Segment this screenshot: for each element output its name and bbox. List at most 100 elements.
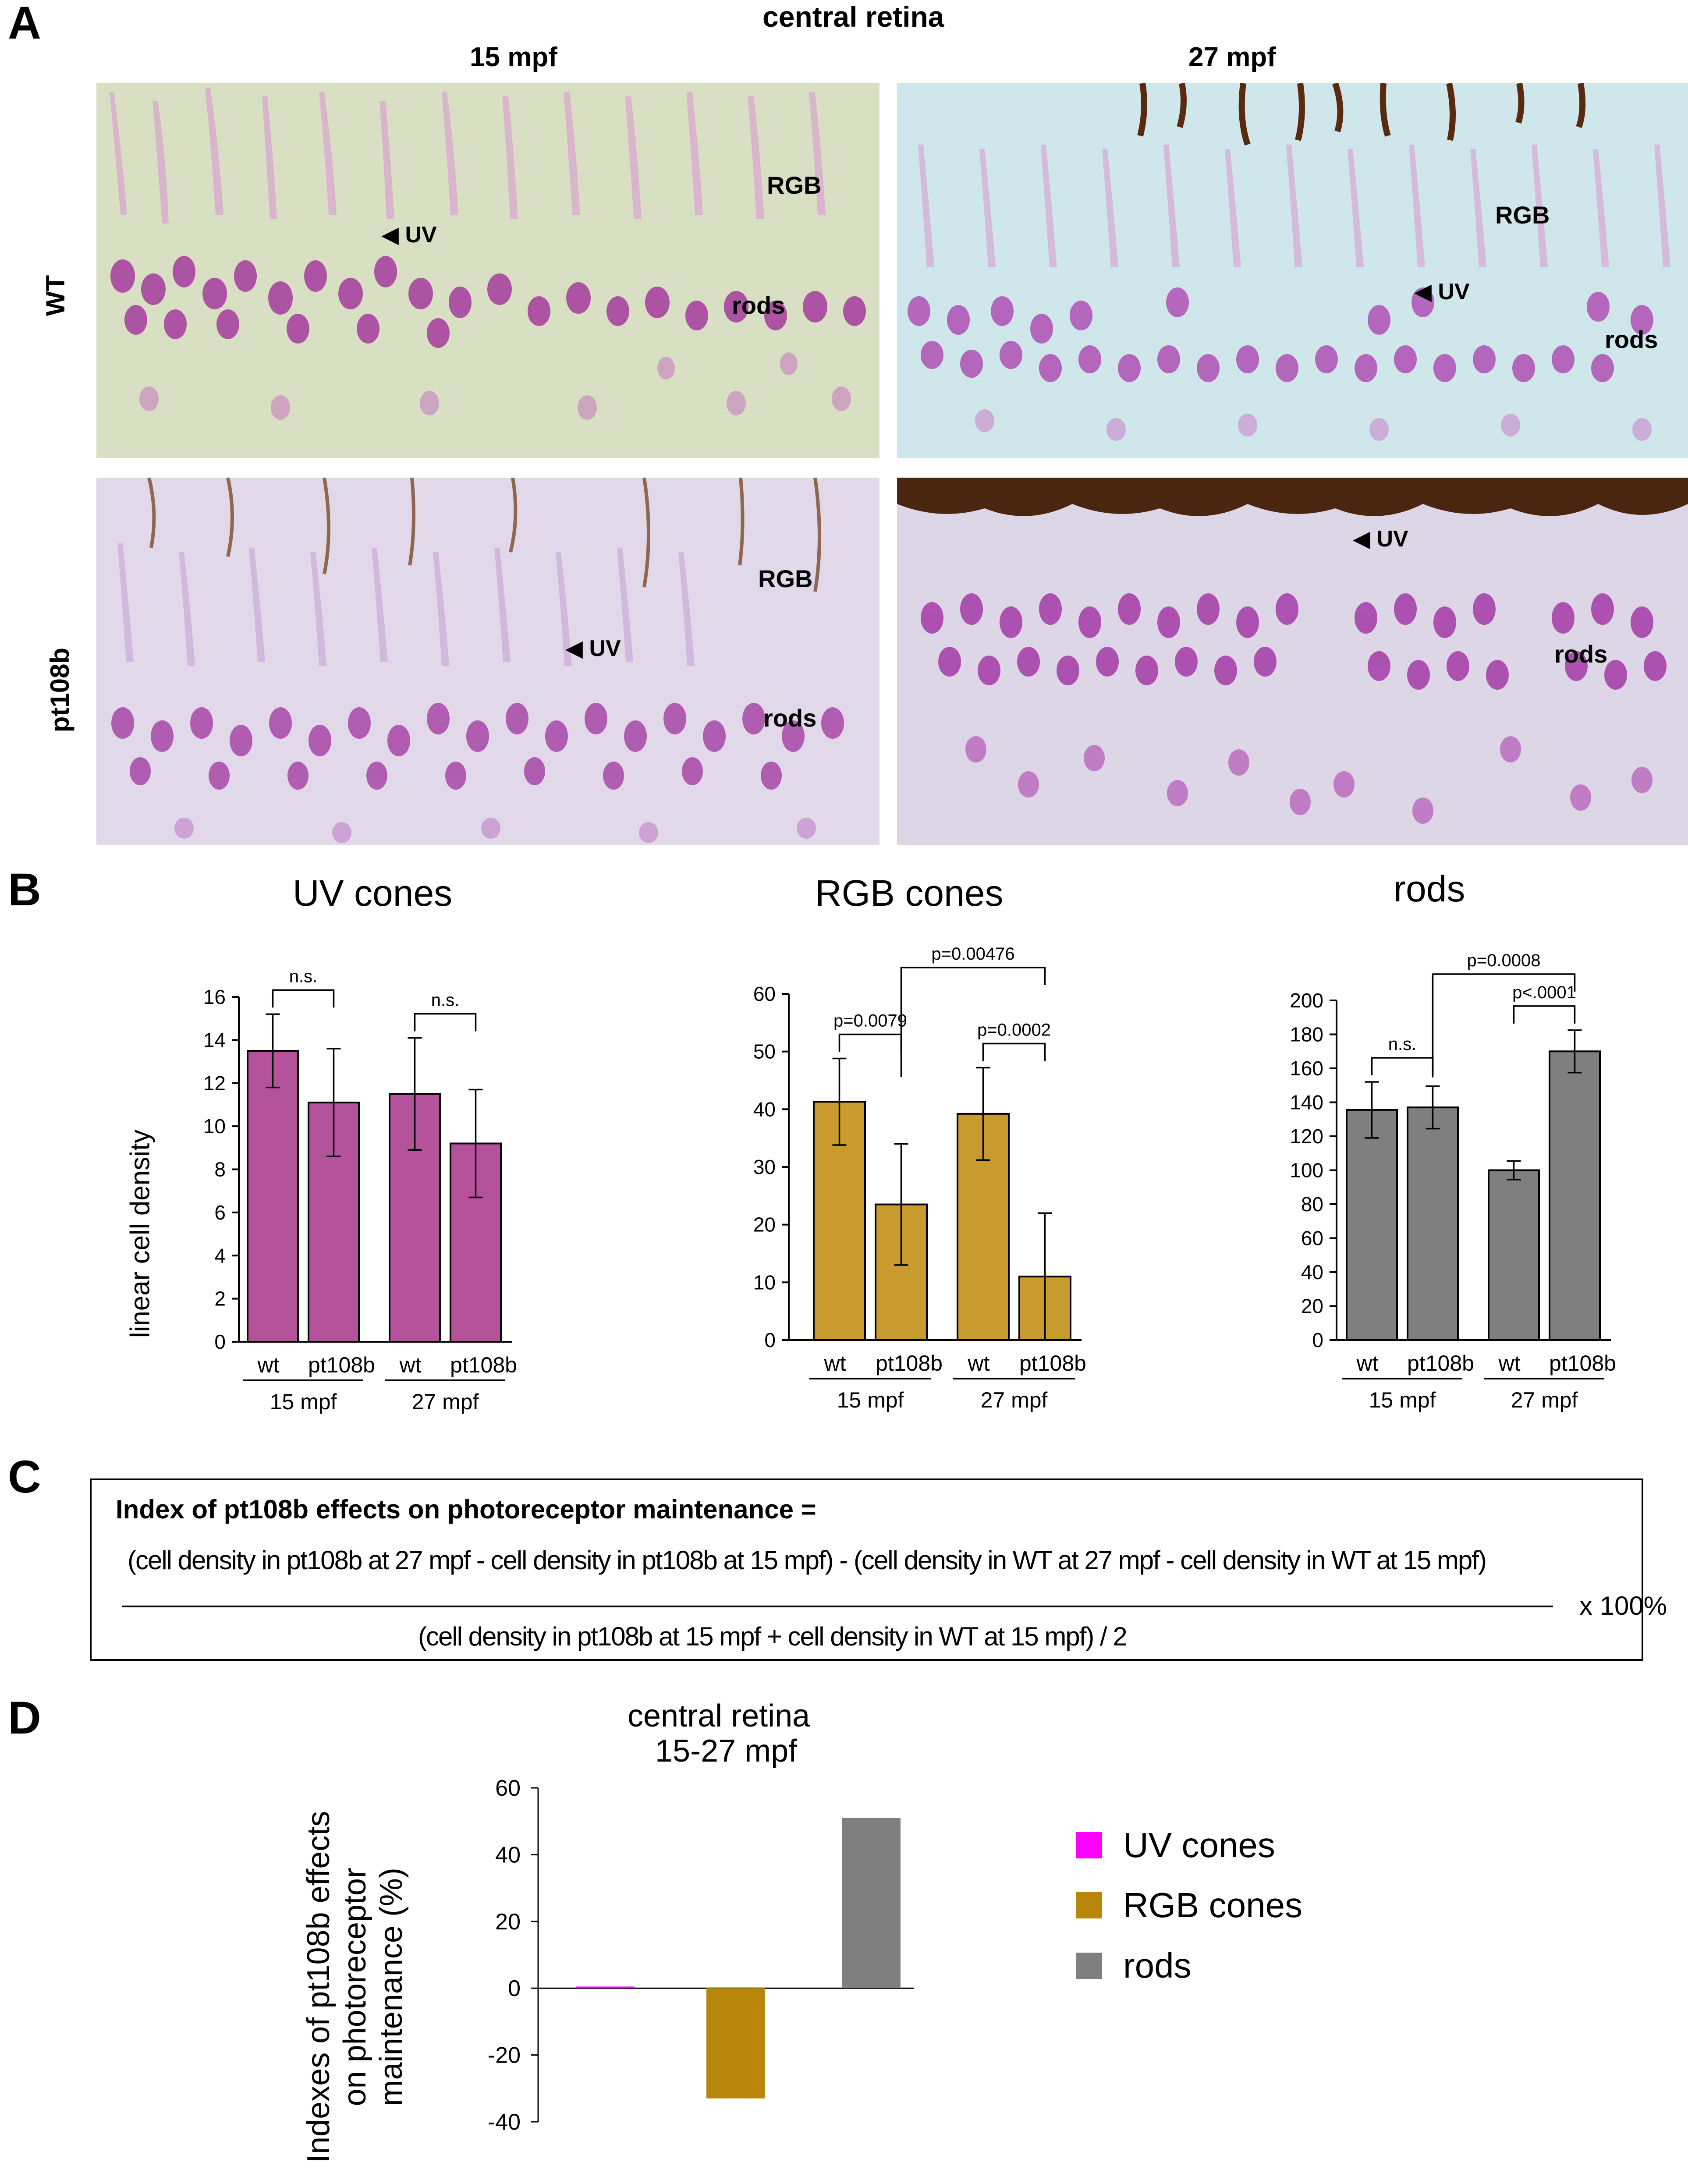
uv-text: UV: [405, 222, 437, 248]
y-tick-label: -20: [488, 2043, 521, 2068]
label-uv: ◀ UV: [1414, 279, 1470, 305]
y-tick-label: 6: [214, 1201, 226, 1224]
label-uv: ◀ UV: [381, 222, 437, 248]
y-tick-label: 20: [1301, 1295, 1323, 1318]
x-tick-label: pt108b: [1549, 1351, 1616, 1376]
panel-d-letter: D: [8, 1692, 41, 1744]
panel-c-letter: C: [8, 1451, 41, 1503]
histology-wt-15mpf: RGB ◀ UV rods: [96, 83, 879, 458]
x-tick-label: pt108b: [1407, 1351, 1474, 1376]
bar: [1549, 1050, 1601, 1341]
legend-swatch-rgb: [1076, 1892, 1102, 1918]
pigment-layer: [897, 478, 1688, 516]
legend-item-rods: rods: [1076, 1946, 1192, 1986]
group-label: 27 mpf: [412, 1390, 479, 1414]
photoreceptor-nuclei: [921, 593, 1667, 690]
chart-uv-title: UV cones: [293, 872, 453, 914]
y-tick-label: 50: [753, 1040, 776, 1063]
formula-numerator: (cell density in pt108b at 27 mpf - cell…: [128, 1546, 1487, 1575]
y-tick-label: 60: [753, 982, 776, 1005]
x-tick-label: wt: [1498, 1351, 1521, 1376]
label-rods: rods: [763, 704, 817, 732]
x-tick-label: pt108b: [1019, 1351, 1086, 1376]
inner-nuclei: [139, 352, 851, 420]
y-tick-label: 8: [214, 1158, 226, 1181]
label-rods: rods: [1554, 640, 1608, 668]
inner-nuclei: [174, 818, 816, 843]
col-label-27mpf: 27 mpf: [1188, 42, 1276, 72]
y-tick-label: 10: [203, 1115, 226, 1138]
x-tick-label: wt: [399, 1353, 422, 1377]
legend-label-rgb: RGB cones: [1123, 1886, 1303, 1925]
y-tick-label: 100: [1290, 1159, 1323, 1182]
x-tick-label: pt108b: [450, 1353, 517, 1377]
y-tick-label: 0: [214, 1330, 226, 1353]
x-tick-label: pt108b: [876, 1351, 943, 1376]
chart-rods-title: rods: [1394, 868, 1465, 909]
y-tick-label: 120: [1290, 1125, 1323, 1148]
y-tick-label: 0: [508, 1976, 521, 2001]
legend-item-rgb-cones: RGB cones: [1076, 1885, 1302, 1925]
group-label: 27 mpf: [1511, 1388, 1578, 1412]
group-label: 15 mpf: [1369, 1388, 1436, 1412]
legend-item-uv-cones: UV cones: [1076, 1825, 1275, 1865]
photoreceptor-nuclei: [110, 256, 866, 348]
y-tick-label: 40: [753, 1098, 776, 1120]
cone-outer-segments: [918, 145, 1670, 267]
inner-nuclei: [975, 409, 1652, 441]
pigment-processes: [147, 478, 821, 592]
bar: [1407, 1106, 1459, 1341]
photoreceptor-nuclei: [111, 703, 844, 790]
histology-wt-27mpf: RGB ◀ UV rods: [897, 83, 1688, 458]
uv-text: UV: [1438, 279, 1470, 305]
chart-rgb-title: RGB cones: [815, 872, 1004, 914]
panel-a-header: central retina: [762, 0, 944, 33]
y-tick-label: 4: [214, 1244, 226, 1267]
label-rods: rods: [732, 291, 785, 319]
y-tick-label: 14: [203, 1028, 226, 1051]
x-tick-label: pt108b: [308, 1353, 375, 1377]
y-tick-label: 60: [495, 1776, 521, 1801]
bar: [706, 1988, 765, 2099]
significance-bracket: [982, 1042, 1046, 1061]
significance-label: n.s.: [289, 967, 317, 986]
group-label: 15 mpf: [837, 1388, 904, 1412]
y-tick-label: 0: [764, 1329, 776, 1351]
inner-nuclei: [965, 736, 1653, 824]
x-tick-label: wt: [968, 1351, 990, 1376]
y-tick-label: 16: [203, 986, 226, 1008]
significance-bracket: [1432, 973, 1576, 1078]
x-tick-label: wt: [824, 1351, 846, 1376]
significance-label: p=0.00476: [931, 944, 1014, 964]
group-label: 27 mpf: [981, 1388, 1048, 1412]
pigment-processes: [1137, 83, 1586, 146]
y-tick-label: 200: [1290, 989, 1323, 1012]
significance-label: p<.0001: [1512, 983, 1576, 1002]
bar: [842, 1818, 901, 1989]
y-tick-label: 12: [203, 1072, 226, 1095]
legend-label-uv: UV cones: [1123, 1826, 1275, 1865]
bar: [1488, 1169, 1540, 1341]
label-rgb: RGB: [1495, 201, 1550, 229]
cone-outer-segments: [110, 88, 826, 223]
significance-bracket: [1513, 1005, 1576, 1024]
y-tick-label: 60: [1301, 1227, 1323, 1250]
legend-swatch-uv: [1076, 1832, 1102, 1858]
y-tick-label: 30: [753, 1156, 776, 1178]
y-tick-label: 20: [495, 1909, 521, 1935]
group-label: 15 mpf: [270, 1390, 337, 1414]
y-tick-label: 180: [1290, 1023, 1323, 1046]
significance-bracket: [414, 1013, 477, 1032]
legend-label-rods: rods: [1123, 1946, 1192, 1985]
y-tick-label: 40: [495, 1842, 521, 1868]
significance-label: p=0.0008: [1467, 951, 1541, 970]
bar: [247, 1049, 299, 1343]
significance-bracket: [272, 989, 335, 1008]
significance-label: n.s.: [431, 990, 459, 1010]
label-rgb: RGB: [758, 565, 813, 592]
y-tick-label: 10: [753, 1271, 776, 1294]
label-rgb: RGB: [767, 171, 822, 199]
formula-multiplier: x 100%: [1579, 1591, 1667, 1620]
